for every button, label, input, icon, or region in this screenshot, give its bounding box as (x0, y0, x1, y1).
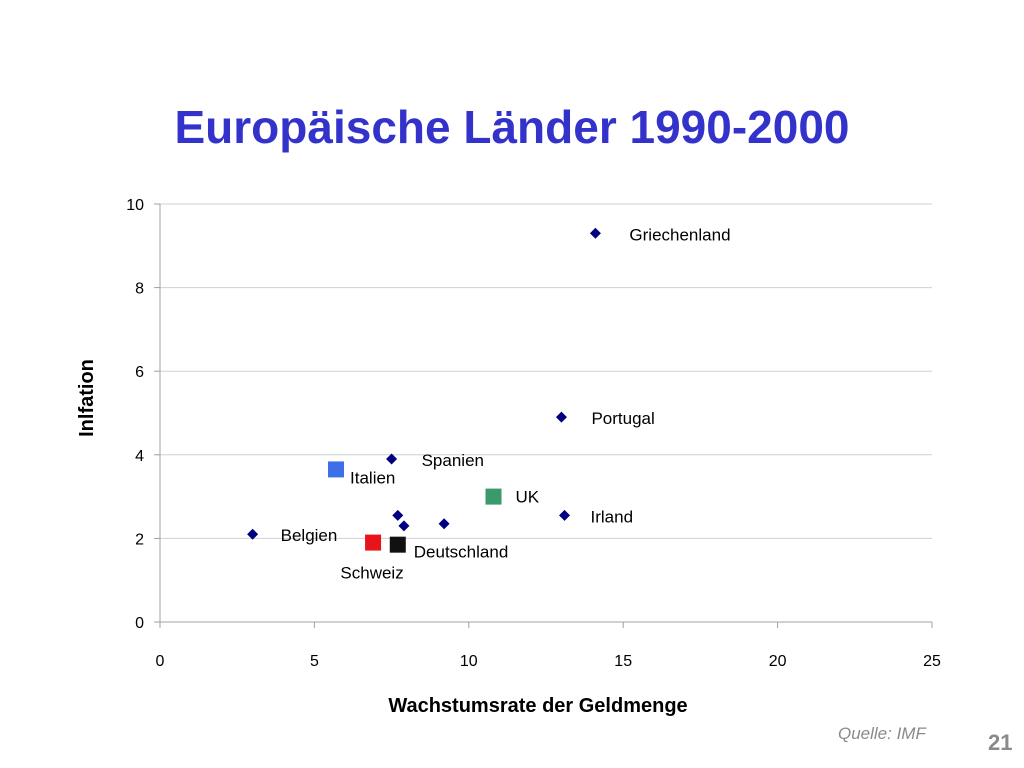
point-uk (485, 488, 502, 505)
x-tick-label-0: 0 (156, 653, 165, 670)
point-label-irland: Irland (591, 507, 634, 526)
y-tick-label-0: 0 (135, 615, 144, 632)
point-portugal (555, 411, 567, 423)
source-note: Quelle: IMF (838, 724, 926, 743)
x-axis-title: Wachstumsrate der Geldmenge (388, 695, 687, 717)
grid-layer (160, 203, 932, 539)
y-tick-label-2: 2 (135, 531, 144, 548)
point-label-uk: UK (516, 488, 540, 507)
y-tick-label-4: 4 (135, 448, 144, 465)
point-schweiz (365, 534, 382, 551)
point-unlabeled-5 (392, 509, 404, 521)
point-spanien (386, 453, 398, 465)
x-tick-label-25: 25 (923, 653, 941, 670)
point-label-deutschland: Deutschland (414, 543, 509, 562)
point-italien (328, 461, 345, 478)
y-axis-title: Inlfation (76, 359, 98, 437)
point-deutschland (389, 536, 406, 553)
point-label-schweiz: Schweiz (340, 564, 403, 583)
x-tick-label-15: 15 (614, 653, 632, 670)
point-irland (559, 509, 571, 521)
page-number: 21 (988, 730, 1013, 755)
y-tick-label-10: 10 (126, 197, 144, 214)
point-griechenland (589, 227, 601, 239)
point-unlabeled-7 (438, 518, 450, 530)
x-tick-label-10: 10 (460, 653, 478, 670)
point-unlabeled-6 (398, 520, 410, 532)
point-label-griechenland: Griechenland (629, 225, 730, 244)
point-label-spanien: Spanien (422, 451, 484, 470)
y-tick-label-6: 6 (135, 364, 144, 381)
x-tick-label-20: 20 (769, 653, 787, 670)
points-layer (247, 227, 601, 553)
x-tick-label-5: 5 (310, 653, 319, 670)
point-label-belgien: Belgien (281, 526, 338, 545)
point-belgien (247, 528, 259, 540)
labels-layer: Griechenland Portugal Spanien Irland Belgien… (281, 225, 731, 582)
point-label-italien: Italien (350, 468, 395, 487)
axes-layer: 0 2 4 6 8 10 0 5 10 15 20 25 Wachstumsrate der Geldm… (76, 197, 941, 717)
point-label-portugal: Portugal (591, 409, 654, 428)
y-tick-label-8: 8 (135, 281, 144, 298)
page-title: Europäische Länder 1990-2000 (174, 101, 850, 153)
